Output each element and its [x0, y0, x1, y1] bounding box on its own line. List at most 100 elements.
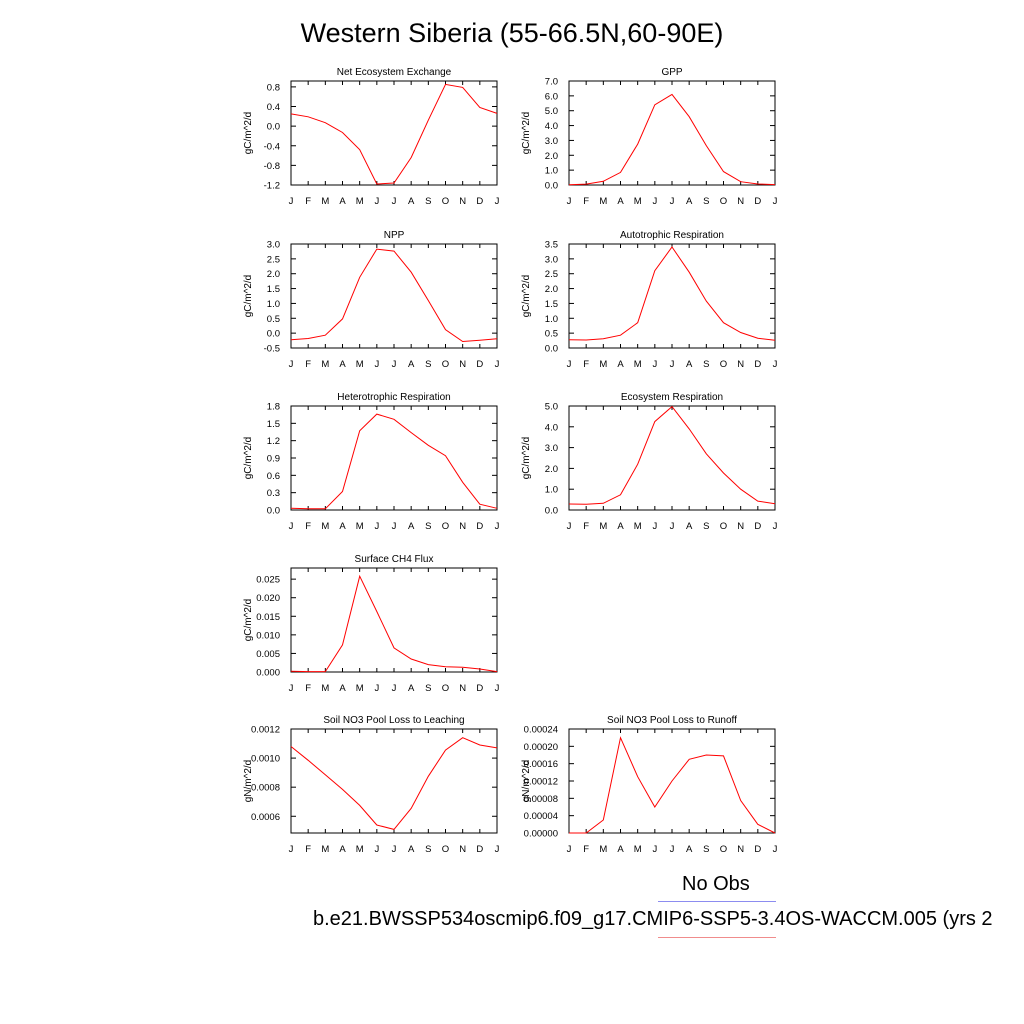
x-tick-label: A [686, 844, 693, 855]
y-tick-label: 1.5 [267, 419, 280, 430]
x-tick-label: N [459, 196, 466, 207]
x-tick-label: J [374, 683, 379, 694]
x-tick-label: M [356, 359, 364, 370]
y-tick-label: 0.8 [267, 82, 280, 93]
x-tick-label: J [289, 844, 294, 855]
y-tick-label: 2.0 [267, 269, 280, 280]
x-tick-label: M [356, 844, 364, 855]
x-tick-label: J [495, 196, 500, 207]
x-tick-label: M [321, 683, 329, 694]
y-tick-label: -0.8 [264, 161, 280, 172]
plot-frame [290, 405, 498, 511]
chart-title: NPP [384, 230, 405, 241]
x-tick-label: A [408, 359, 415, 370]
x-tick-label: O [442, 844, 449, 855]
plot-frame [290, 728, 498, 834]
x-tick-label: D [754, 359, 761, 370]
y-tick-label: 0.00016 [524, 759, 558, 770]
y-tick-label: 1.5 [545, 299, 558, 310]
x-tick-label: N [737, 196, 744, 207]
series-line [290, 737, 498, 830]
x-tick-label: N [737, 359, 744, 370]
y-tick-label: 2.0 [545, 151, 558, 162]
y-tick-label: 0.0 [267, 122, 280, 133]
x-tick-label: M [356, 521, 364, 532]
x-tick-label: F [305, 844, 311, 855]
x-tick-label: J [773, 521, 778, 532]
x-tick-label: A [686, 359, 693, 370]
x-tick-label: J [773, 359, 778, 370]
x-tick-label: N [459, 844, 466, 855]
x-tick-label: A [617, 844, 624, 855]
x-tick-label: J [392, 359, 397, 370]
y-axis-label: gC/m^2/d [521, 112, 532, 155]
y-tick-label: 1.0 [545, 485, 558, 496]
x-tick-label: J [652, 196, 657, 207]
series-line [569, 736, 776, 834]
x-tick-label: S [703, 359, 709, 370]
x-tick-label: J [374, 521, 379, 532]
y-tick-label: 3.0 [545, 136, 558, 147]
y-tick-label: 3.0 [545, 254, 558, 265]
y-tick-label: 4.0 [545, 422, 558, 433]
x-tick-label: N [459, 521, 466, 532]
x-tick-label: J [670, 196, 675, 207]
x-tick-label: A [617, 196, 624, 207]
chart-title: Soil NO3 Pool Loss to Runoff [607, 715, 737, 726]
x-tick-label: D [754, 521, 761, 532]
y-axis-label: gC/m^2/d [243, 275, 254, 318]
x-tick-label: N [459, 359, 466, 370]
x-tick-label: D [476, 683, 483, 694]
x-tick-label: A [339, 844, 346, 855]
y-tick-label: -0.5 [264, 344, 280, 355]
x-tick-label: S [425, 196, 431, 207]
x-tick-label: O [442, 521, 449, 532]
x-tick-label: A [408, 844, 415, 855]
x-tick-label: F [583, 521, 589, 532]
x-tick-label: O [442, 196, 449, 207]
y-tick-label: 0.0 [545, 344, 558, 355]
y-tick-label: 0.0010 [251, 754, 280, 765]
x-tick-label: M [599, 359, 607, 370]
plot-frame [568, 405, 776, 511]
chart-title: Net Ecosystem Exchange [337, 67, 452, 78]
y-tick-label: 0.0 [267, 506, 280, 517]
x-tick-label: J [495, 521, 500, 532]
x-tick-label: A [339, 521, 346, 532]
y-tick-label: 0.00020 [524, 742, 558, 753]
x-tick-label: O [720, 359, 727, 370]
x-tick-label: J [374, 844, 379, 855]
y-tick-label: 6.0 [545, 91, 558, 102]
x-tick-label: J [289, 521, 294, 532]
y-tick-label: 5.0 [545, 106, 558, 117]
x-tick-label: A [408, 683, 415, 694]
legend-obs-line [658, 901, 776, 902]
x-tick-label: O [720, 521, 727, 532]
y-tick-label: 0.0008 [251, 783, 280, 794]
x-tick-label: F [583, 359, 589, 370]
x-tick-label: J [670, 521, 675, 532]
y-tick-label: 0.0 [267, 329, 280, 340]
y-tick-label: 0.0 [545, 181, 558, 192]
legend-obs-label: No Obs [682, 873, 750, 895]
y-tick-label: 3.0 [267, 240, 280, 251]
plot-frame [568, 80, 776, 186]
x-tick-label: S [425, 521, 431, 532]
chart-title: Autotrophic Respiration [620, 230, 724, 241]
x-tick-label: J [374, 359, 379, 370]
x-tick-label: M [599, 521, 607, 532]
x-tick-label: J [773, 196, 778, 207]
legend-model-line [658, 937, 776, 938]
x-tick-label: F [305, 359, 311, 370]
y-tick-label: 0.00024 [524, 725, 558, 736]
legend-model-label: b.e21.BWSSP534oscmip6.f09_g17.CMIP6-SSP5… [313, 908, 993, 930]
y-tick-label: 0.00000 [524, 829, 558, 840]
x-tick-label: J [392, 521, 397, 532]
chart-title: Heterotrophic Respiration [337, 392, 450, 403]
y-tick-label: -0.4 [264, 141, 280, 152]
series-line [290, 248, 498, 343]
plot-frame [568, 243, 776, 349]
